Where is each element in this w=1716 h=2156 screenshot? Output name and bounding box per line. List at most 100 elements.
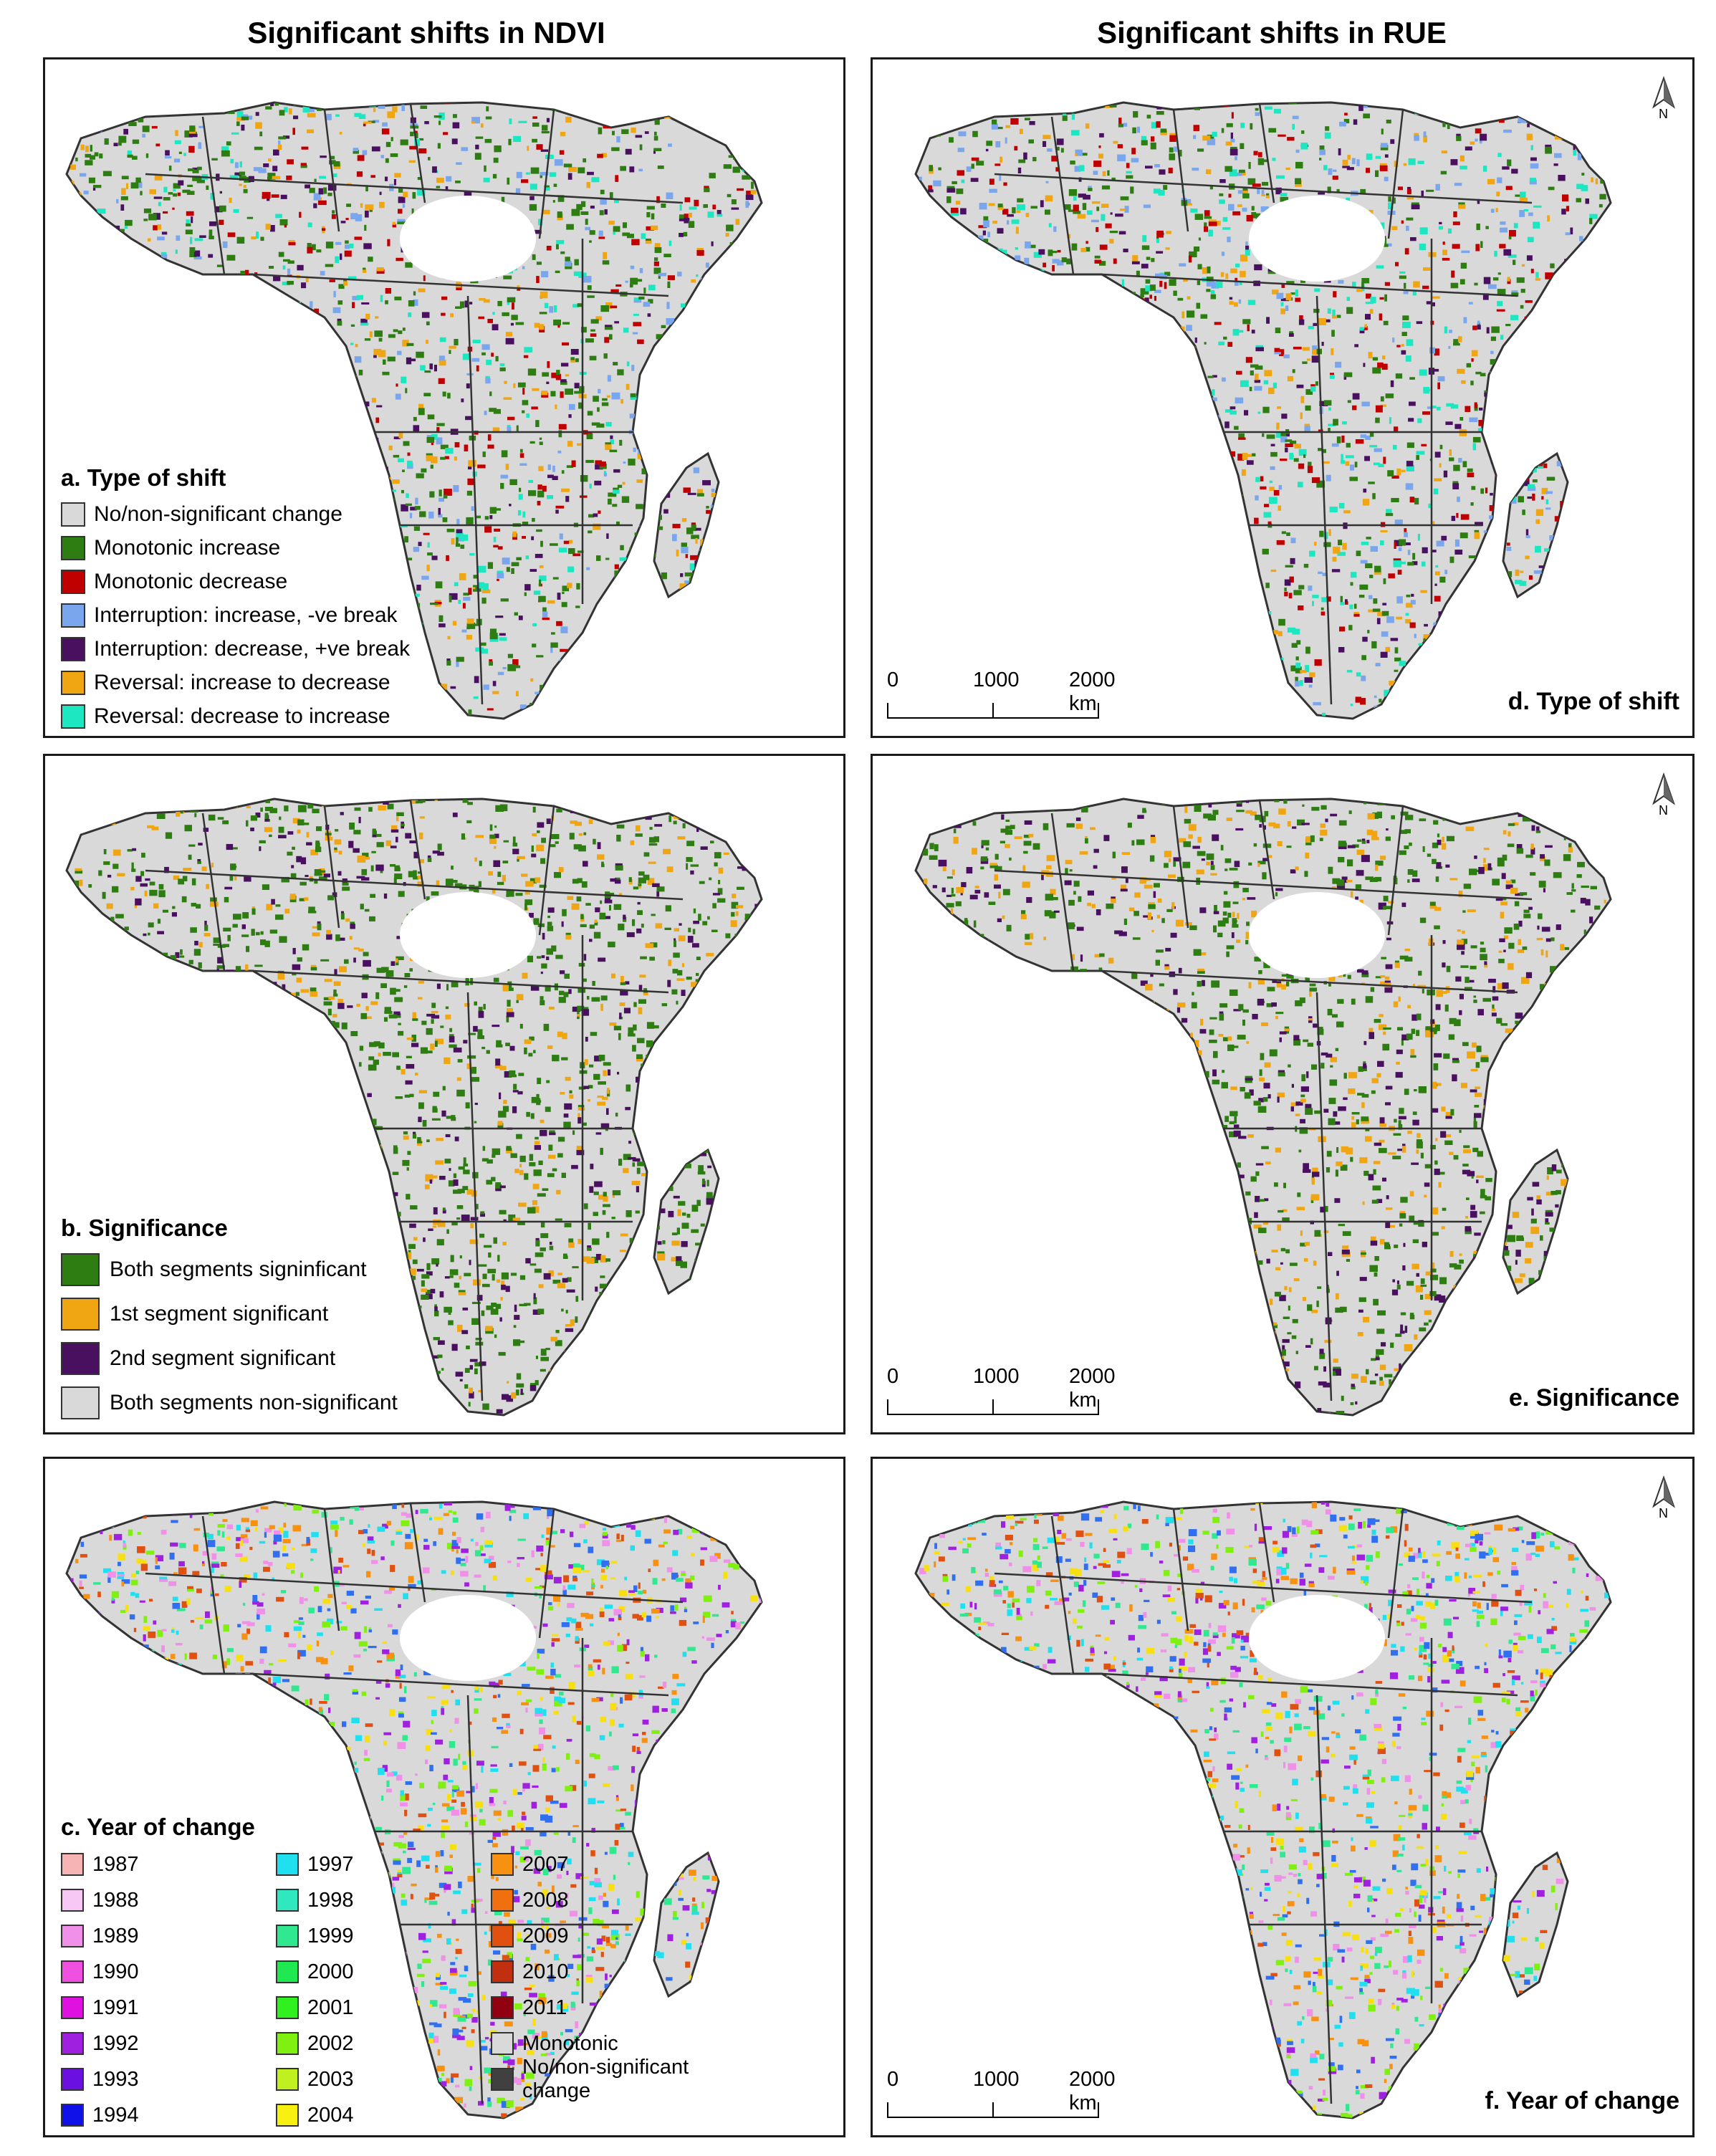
legend-item: 2008	[491, 1882, 734, 1918]
legend-item: 1993	[61, 2061, 276, 2097]
legend-swatch	[276, 1889, 299, 1912]
scale-label-0: 0	[887, 2068, 899, 2091]
legend-label: Reversal: decrease to increase	[94, 704, 390, 728]
legend-label: 2001	[307, 1996, 354, 2019]
scale-tick	[887, 2102, 888, 2118]
legend-item: 2004	[276, 2097, 491, 2133]
panel-a-ndvi-type: a. Type of shift No/non-significant chan…	[43, 57, 845, 738]
scale-label-1000: 1000	[973, 1365, 1020, 1388]
title-rue: Significant shifts in RUE	[1097, 16, 1447, 49]
legend-swatch	[61, 502, 85, 527]
legend-label: Interruption: increase, -ve break	[94, 603, 398, 627]
scale-tick	[992, 2102, 994, 2118]
panel-d-label: d. Type of shift	[1508, 688, 1679, 715]
legend-item: Interruption: decrease, +ve break	[61, 632, 410, 666]
legend-a-items: No/non-significant change Monotonic incre…	[61, 497, 410, 733]
legend-type-of-shift: a. Type of shift No/non-significant chan…	[61, 464, 410, 733]
legend-swatch	[61, 1386, 100, 1419]
legend-a-title: a. Type of shift	[61, 464, 226, 491]
panel-d-rue-type: N 0 1000 2000 km d. Type of shift	[871, 57, 1695, 738]
legend-label: 1993	[92, 2067, 139, 2091]
north-label: N	[1659, 1506, 1668, 1520]
panel-c-ndvi-year: c. Year of change 1987 1988 1989 1990 1991 19…	[43, 1457, 845, 2137]
legend-swatch	[61, 2068, 84, 2091]
legend-swatch	[61, 1996, 84, 2019]
legend-item: 2009	[491, 1918, 734, 1954]
legend-label: No/non-significant change	[94, 502, 342, 526]
scale-tick	[992, 703, 994, 719]
scale-label-2000: 2000 km	[1069, 669, 1116, 715]
legend-item: Both segments non-significant	[61, 1381, 398, 1425]
legend-swatch	[491, 1925, 514, 1947]
legend-label: 1992	[92, 2031, 139, 2055]
legend-item: 1998	[276, 1882, 491, 1918]
legend-swatch	[276, 1853, 299, 1876]
legend-label: 1988	[92, 1888, 139, 1912]
legend-item: 1994	[61, 2097, 276, 2133]
legend-item: Reversal: increase to decrease	[61, 666, 410, 699]
panel-f-rue-year: N 0 1000 2000 km f. Year of change	[871, 1457, 1695, 2137]
legend-swatch	[61, 2032, 84, 2055]
legend-item: 2001	[276, 1990, 491, 2026]
legend-label: 2000	[307, 1960, 354, 1983]
legend-swatch	[61, 1253, 100, 1286]
legend-item: 1991	[61, 1990, 276, 2026]
legend-significance: b. Significance Both segments signinfica…	[61, 1214, 398, 1425]
legend-label: Both segments signinficant	[110, 1257, 367, 1281]
legend-item: 2007	[491, 1846, 734, 1882]
legend-item: 2002	[276, 2026, 491, 2061]
legend-swatch	[61, 704, 85, 729]
legend-label: 2002	[307, 2031, 354, 2055]
scale-label-0: 0	[887, 1365, 899, 1388]
legend-item: Monotonic increase	[61, 531, 410, 565]
legend-item: 1990	[61, 1954, 276, 1990]
legend-swatch	[61, 1925, 84, 1947]
legend-label: Reversal: increase to decrease	[94, 670, 390, 694]
legend-swatch	[61, 2104, 84, 2127]
legend-label: 2004	[307, 2103, 354, 2127]
legend-label: 1987	[92, 1852, 139, 1876]
legend-swatch	[61, 1298, 100, 1331]
legend-item: 1999	[276, 1918, 491, 1954]
legend-item: Reversal: decrease to increase	[61, 699, 410, 733]
legend-item: 1st segment significant	[61, 1292, 398, 1336]
panel-b-ndvi-significance: b. Significance Both segments signinfica…	[43, 754, 845, 1434]
legend-label: Both segments non-significant	[110, 1391, 398, 1414]
legend-item: 1997	[276, 1846, 491, 1882]
legend-b-title: b. Significance	[61, 1214, 228, 1241]
map-d	[914, 101, 1612, 720]
legend-item: Monotonic decrease	[61, 565, 410, 598]
legend-item: 1989	[61, 1918, 276, 1954]
legend-swatch	[61, 1342, 100, 1375]
legend-swatch	[491, 1889, 514, 1912]
legend-swatch	[491, 1996, 514, 2019]
legend-label: Monotonic decrease	[94, 569, 288, 593]
legend-item: Both segments signinficant	[61, 1247, 398, 1292]
legend-item: 2005	[276, 2133, 491, 2135]
panel-e-rue-significance: N 0 1000 2000 km e. Significance	[871, 754, 1695, 1434]
legend-c-title: c. Year of change	[61, 1814, 255, 1840]
scale-tick	[1098, 2102, 1099, 2118]
scale-tick	[887, 1399, 888, 1415]
legend-item: 2010	[491, 1954, 734, 1990]
legend-swatch	[491, 2032, 514, 2055]
scale-tick	[1098, 1399, 1099, 1415]
legend-label: 1999	[307, 1924, 354, 1947]
map-b	[65, 797, 763, 1417]
legend-item: 1992	[61, 2026, 276, 2061]
scale-label-0: 0	[887, 669, 899, 691]
legend-swatch	[61, 1960, 84, 1983]
legend-item: 2003	[276, 2061, 491, 2097]
legend-swatch	[491, 1853, 514, 1876]
legend-label: 1990	[92, 1960, 139, 1983]
legend-item: Monotonic	[491, 2026, 734, 2061]
legend-label: 2nd segment significant	[110, 1346, 336, 1370]
legend-swatch	[61, 603, 85, 628]
legend-label: Monotonic	[522, 2031, 618, 2055]
legend-item: 2011	[491, 1990, 734, 2026]
scale-bar: 0 1000 2000 km	[887, 2068, 1116, 2118]
north-label: N	[1659, 803, 1668, 818]
legend-swatch	[276, 2032, 299, 2055]
legend-item: No/non-significant change	[61, 497, 410, 531]
legend-b-items: Both segments signinficant 1st segment si…	[61, 1247, 398, 1425]
